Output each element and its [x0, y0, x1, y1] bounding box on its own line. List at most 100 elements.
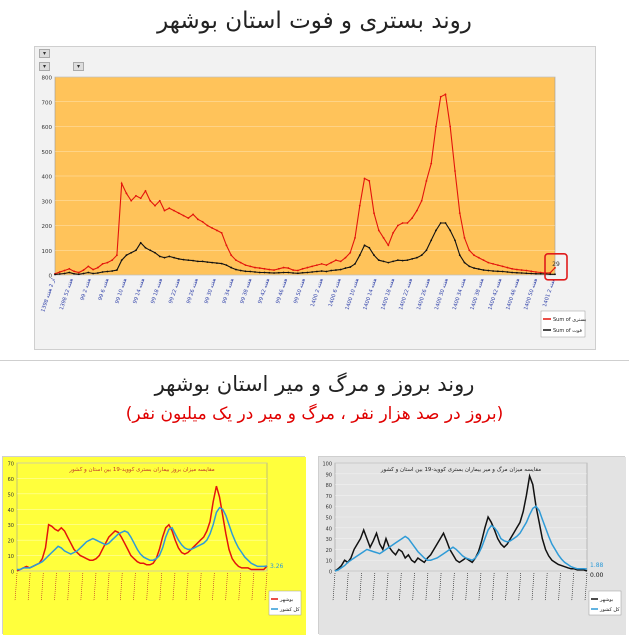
- y-tick-label: 800: [42, 76, 53, 82]
- data-point: [473, 254, 475, 257]
- data-point: [516, 268, 518, 271]
- x-tick-mark: [80, 572, 84, 602]
- data-point: [425, 249, 428, 252]
- data-point: [73, 270, 75, 273]
- data-point: [187, 217, 190, 219]
- section-title: روند بروز و مرگ و میر استان بوشهر: [154, 372, 475, 396]
- x-tick-label: 99 هفته 2: [80, 278, 93, 302]
- data-point: [196, 260, 199, 263]
- x-tick-label: 1400 هفته 42: [487, 278, 503, 311]
- y-tick-label: 0: [11, 570, 14, 576]
- data-point: [196, 218, 199, 221]
- data-point: [206, 224, 209, 227]
- series-line-0: [54, 93, 556, 275]
- x-tick-mark: [14, 572, 18, 602]
- data-point: [273, 269, 275, 271]
- x-tick-mark: [119, 572, 123, 602]
- legend-label: بوشهر: [599, 597, 613, 603]
- data-point: [149, 249, 152, 252]
- data-point: [177, 258, 180, 260]
- data-point: [111, 270, 114, 272]
- data-point: [449, 229, 452, 232]
- data-point: [306, 271, 309, 274]
- data-point: [268, 271, 271, 274]
- data-point: [206, 261, 209, 264]
- x-tick-mark: [225, 572, 228, 602]
- data-point: [316, 264, 318, 266]
- y-tick-label: 300: [42, 199, 53, 205]
- x-tick-mark: [359, 572, 362, 602]
- data-point: [192, 259, 194, 262]
- y-tick-label: 100: [42, 249, 53, 255]
- data-point: [516, 271, 518, 274]
- filter-chip-2[interactable]: ▾: [39, 62, 51, 71]
- data-point: [211, 261, 214, 264]
- x-tick-mark: [146, 572, 149, 602]
- chart-title: مقایسه میزان مرگ و میر بیماران بستری کوو…: [380, 465, 541, 473]
- filter-chip-3[interactable]: ▾: [73, 62, 85, 71]
- x-tick-label: 1400 هفته 34: [452, 278, 468, 311]
- data-point: [368, 180, 371, 182]
- data-point: [63, 272, 66, 275]
- data-point: [177, 212, 180, 215]
- x-tick-label: 1400 هفته 50: [523, 278, 539, 311]
- data-point: [487, 261, 490, 264]
- y-tick-label: 10: [8, 554, 14, 560]
- data-point: [363, 177, 366, 180]
- data-point: [225, 264, 228, 266]
- data-point: [116, 254, 118, 257]
- x-tick-mark: [531, 572, 535, 602]
- filter-chip[interactable]: ▾: [39, 49, 51, 58]
- data-point: [77, 271, 80, 274]
- data-point: [273, 272, 275, 274]
- data-point: [116, 269, 118, 271]
- data-point: [525, 269, 528, 272]
- x-tick-label: 1400 هفته 22: [398, 278, 414, 311]
- data-point: [130, 199, 133, 202]
- data-point: [549, 273, 552, 276]
- data-point: [92, 272, 94, 275]
- data-point: [530, 272, 533, 275]
- data-point: [125, 192, 128, 195]
- x-tick-label: 1400 هفته 10: [345, 278, 361, 311]
- series-line-0: [16, 485, 268, 572]
- data-point: [454, 170, 456, 172]
- data-point: [482, 259, 485, 262]
- data-point: [282, 266, 285, 269]
- y-tick-label: 20: [326, 548, 332, 554]
- data-point: [511, 267, 514, 270]
- data-point: [368, 246, 371, 249]
- data-point: [120, 182, 123, 185]
- y-tick-label: 70: [326, 494, 332, 500]
- data-point: [144, 246, 147, 249]
- data-point: [130, 251, 133, 254]
- highlight-box: [544, 253, 568, 281]
- data-point: [335, 269, 337, 271]
- data-point: [230, 266, 233, 269]
- data-point: [477, 268, 480, 270]
- y-tick-label: 90: [326, 472, 332, 478]
- x-tick-mark: [505, 572, 508, 602]
- x-tick-mark: [412, 572, 415, 602]
- x-tick-label: 99 هفته 50: [293, 278, 307, 305]
- data-point: [201, 260, 204, 263]
- x-tick-mark: [264, 572, 268, 602]
- section-subtitle: (بروز در صد هزار نفر ، مرگ و میر در یک م…: [125, 404, 504, 424]
- x-tick-label: 99 هفته 30: [204, 278, 218, 305]
- legend-label: بوشهر: [279, 597, 293, 603]
- data-point: [511, 271, 514, 274]
- data-point: [406, 222, 409, 224]
- x-tick-mark: [372, 572, 376, 602]
- data-point: [325, 264, 328, 266]
- legend-label: Sum of فوت: [553, 328, 583, 334]
- data-point: [325, 270, 328, 273]
- y-tick-label: 500: [42, 150, 53, 156]
- plot-area: [16, 462, 268, 572]
- data-point: [377, 229, 380, 232]
- x-tick-mark: [385, 572, 389, 602]
- section-divider: [0, 360, 629, 361]
- data-point: [468, 265, 471, 268]
- data-point: [416, 256, 418, 259]
- data-point: [182, 258, 185, 261]
